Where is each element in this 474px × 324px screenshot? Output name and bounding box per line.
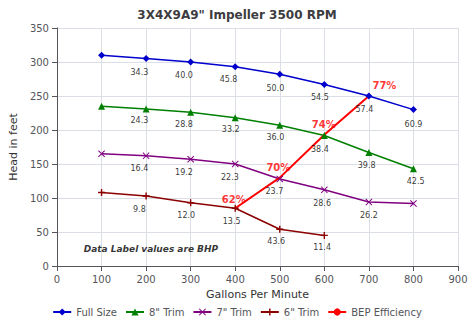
svg-text:300: 300 [30,57,49,68]
svg-text:43.6: 43.6 [267,237,285,246]
svg-text:22.3: 22.3 [221,173,239,182]
svg-text:50: 50 [36,227,49,238]
svg-text:300: 300 [181,274,200,285]
svg-text:250: 250 [30,91,49,102]
svg-text:28.6: 28.6 [313,199,331,208]
svg-text:12.0: 12.0 [177,211,195,220]
svg-text:7" Trim: 7" Trim [216,307,251,318]
svg-text:Data Label values are BHP: Data Label values are BHP [84,244,219,254]
svg-text:70%: 70% [266,162,290,173]
svg-text:9.8: 9.8 [133,205,146,214]
svg-text:0: 0 [54,274,60,285]
svg-text:33.2: 33.2 [222,125,240,134]
svg-text:200: 200 [137,274,156,285]
svg-text:38.4: 38.4 [311,145,329,154]
svg-text:40.0: 40.0 [175,71,193,80]
svg-text:19.2: 19.2 [175,168,193,177]
svg-text:77%: 77% [372,80,396,91]
svg-text:800: 800 [404,274,423,285]
svg-text:150: 150 [30,159,49,170]
svg-text:26.2: 26.2 [360,211,378,220]
svg-text:13.5: 13.5 [223,217,241,226]
svg-text:400: 400 [226,274,245,285]
svg-text:74%: 74% [312,119,336,130]
svg-text:0: 0 [43,261,49,272]
svg-text:Head in feet: Head in feet [7,113,20,181]
svg-text:45.8: 45.8 [220,75,238,84]
svg-text:6" Trim: 6" Trim [284,307,319,318]
svg-text:500: 500 [270,274,289,285]
svg-text:57.4: 57.4 [356,105,374,114]
svg-text:62%: 62% [222,194,246,205]
svg-text:350: 350 [30,23,49,34]
svg-text:100: 100 [92,274,111,285]
svg-text:36.0: 36.0 [266,133,284,142]
svg-text:Full Size: Full Size [76,307,117,318]
svg-text:100: 100 [30,193,49,204]
svg-text:3X4X9A9" Impeller 3500 RPM: 3X4X9A9" Impeller 3500 RPM [137,8,336,22]
svg-text:700: 700 [359,274,378,285]
svg-text:39.8: 39.8 [358,161,376,170]
svg-text:600: 600 [315,274,334,285]
svg-text:BEP Efficiency: BEP Efficiency [351,307,422,318]
svg-text:28.8: 28.8 [175,120,193,129]
svg-text:8" Trim: 8" Trim [149,307,184,318]
svg-text:900: 900 [448,274,467,285]
svg-text:60.9: 60.9 [405,120,423,129]
svg-text:11.4: 11.4 [313,243,331,252]
svg-text:42.5: 42.5 [407,177,425,186]
svg-text:23.7: 23.7 [266,187,284,196]
svg-text:Gallons Per Minute: Gallons Per Minute [206,288,309,301]
svg-text:54.5: 54.5 [311,93,329,102]
svg-text:24.3: 24.3 [131,116,149,125]
svg-text:34.3: 34.3 [131,68,149,77]
svg-text:50.0: 50.0 [266,84,284,93]
svg-text:200: 200 [30,125,49,136]
svg-text:16.4: 16.4 [131,164,149,173]
